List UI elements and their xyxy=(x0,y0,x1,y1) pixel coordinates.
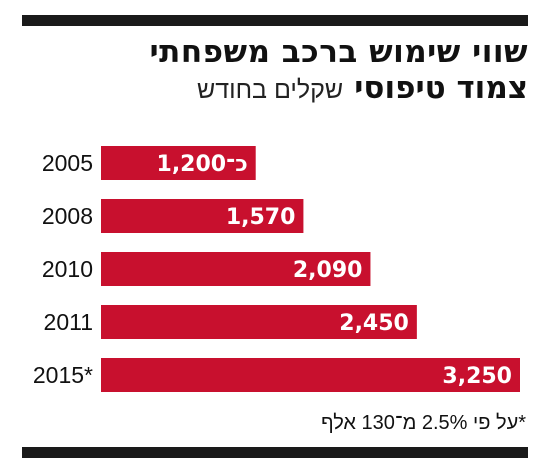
title-unit: שקלים בחודש xyxy=(197,76,344,104)
category-label-3: 2011 xyxy=(44,309,93,335)
category-label-0: 2005 xyxy=(42,150,93,176)
bar-value-label-1: 1,570 xyxy=(226,205,296,230)
chart-title: שווי שימוש ברכב משפחתי צמוד טיפוסי שקלים… xyxy=(150,34,528,106)
category-label-4: 2015* xyxy=(33,362,93,388)
footnote: *על פי 2.5% מ־130 אלף xyxy=(321,412,526,434)
bar-1 xyxy=(101,199,304,233)
bar-value-label-0: כ־1,200 xyxy=(157,152,248,177)
bar-4 xyxy=(101,358,520,392)
category-label-1: 2008 xyxy=(42,203,93,229)
bar-3 xyxy=(101,305,417,339)
title-line-2: צמוד טיפוסי שקלים בחודש xyxy=(150,70,528,106)
bottom-rule xyxy=(22,447,528,458)
bar-value-label-2: 2,090 xyxy=(293,258,363,283)
title-line-2-main: צמוד טיפוסי xyxy=(354,70,528,106)
bar-2 xyxy=(101,252,371,286)
bar-value-label-3: 2,450 xyxy=(339,311,409,336)
title-line-1: שווי שימוש ברכב משפחתי xyxy=(149,34,528,70)
top-rule xyxy=(22,15,528,26)
bar-0 xyxy=(101,146,256,180)
bar-value-label-4: 3,250 xyxy=(442,364,512,389)
category-label-2: 2010 xyxy=(42,256,93,282)
